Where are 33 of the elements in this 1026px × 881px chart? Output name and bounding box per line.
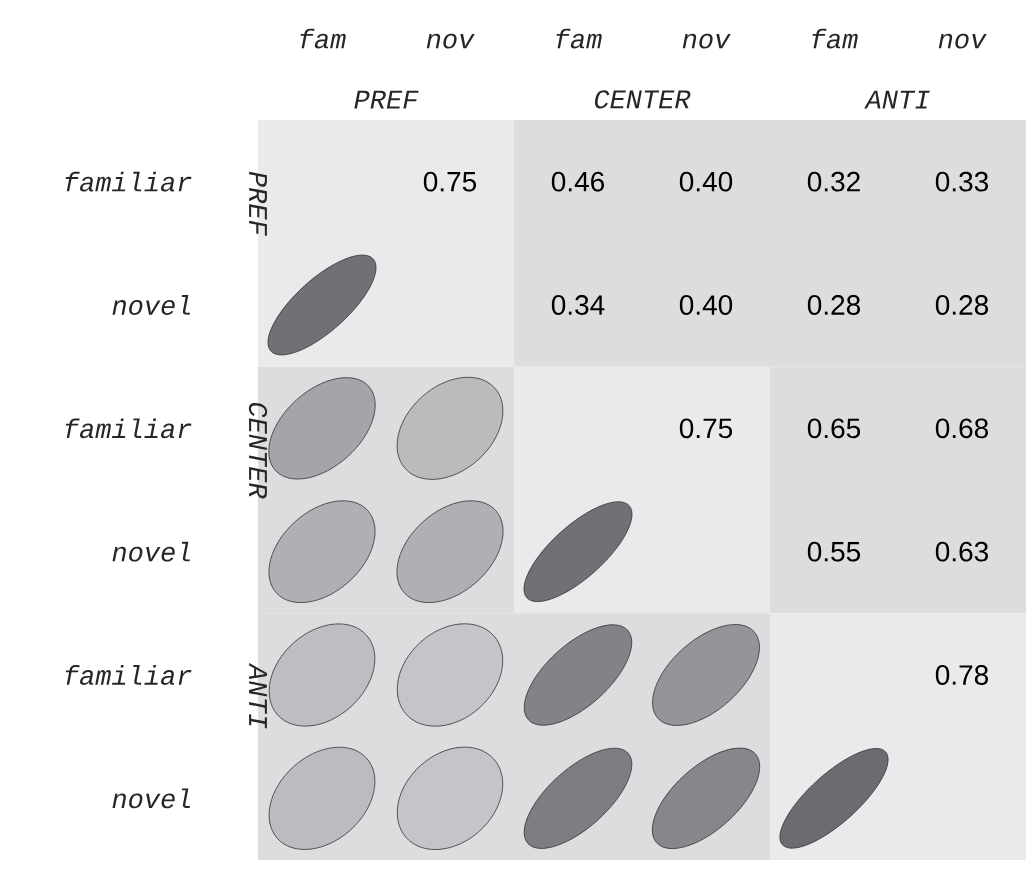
- text: PREF: [354, 90, 419, 109]
- data-label: 0.68: [935, 418, 989, 439]
- y-tick-label: familiar: [65, 665, 192, 685]
- y-tick-label: familiar: [65, 418, 192, 439]
- data-label: 0.75: [423, 171, 477, 192]
- y-tick-label: novel: [112, 541, 190, 562]
- data-label: 0.28: [935, 295, 989, 315]
- x-tick-label: fam: [556, 28, 602, 49]
- data-label: 0.32: [807, 171, 860, 192]
- data-label: 0.46: [551, 171, 605, 192]
- text: ANTI: [864, 90, 930, 109]
- y-tick-label: novel: [112, 788, 190, 809]
- x-tick-label: nov: [426, 33, 475, 49]
- text: CENTER: [594, 90, 691, 109]
- data-label: 0.65: [807, 418, 861, 439]
- data-label: 0.40: [679, 295, 733, 315]
- data-label: 0.78: [935, 665, 989, 685]
- x-tick-label: nov: [938, 33, 987, 49]
- annotation: ANTI: [249, 662, 267, 729]
- data-label: 0.28: [807, 295, 861, 315]
- data-label: 0.63: [935, 541, 988, 562]
- data-label: 0.34: [551, 295, 605, 315]
- annotation: PREF: [249, 171, 267, 236]
- x-tick-label: fam: [812, 28, 858, 49]
- data-label: 0.33: [935, 171, 988, 192]
- data-label: 0.55: [807, 541, 861, 562]
- y-tick-label: familiar: [65, 171, 192, 192]
- data-label: 0.75: [679, 418, 733, 439]
- y-tick-label: novel: [112, 295, 190, 315]
- x-tick-label: fam: [300, 28, 346, 49]
- x-tick-label: nov: [682, 33, 731, 49]
- data-label: 0.40: [679, 171, 733, 192]
- annotation: CENTER: [248, 402, 268, 499]
